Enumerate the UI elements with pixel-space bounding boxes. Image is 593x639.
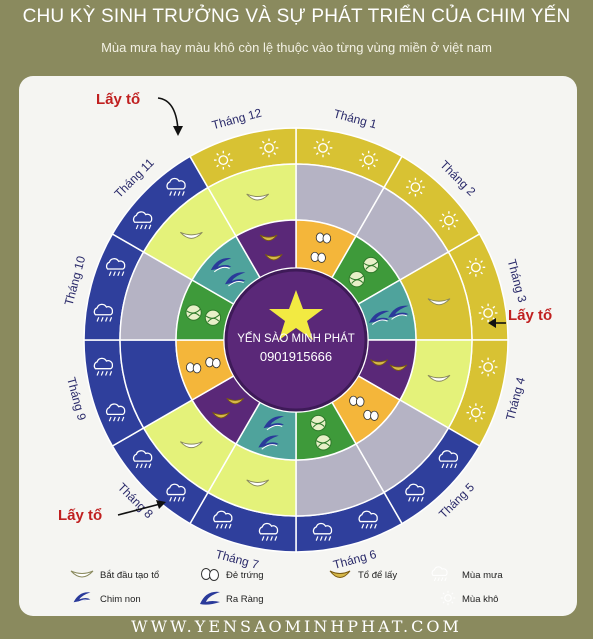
legend-label: Bắt đầu tạo tổ [100,570,159,581]
legend-label: Đẻ trứng [226,570,264,581]
harvest-callout-right: Lấy tổ [488,307,552,328]
star-icon [269,290,323,340]
month-label: Tháng 7 [214,547,260,572]
legend-fledge: Ra Ràng [200,591,264,605]
page-title: CHU KỲ SINH TRƯỞNG VÀ SỰ PHÁT TRIỂN CỦA … [22,6,571,27]
harvest-label-right: Lấy tổ [508,307,552,324]
legend-nest-harvest: Tổ để lấy [329,570,397,581]
month-label: Tháng 4 [503,375,528,421]
chick-icon [204,309,222,326]
chick-icon [362,256,380,274]
legend-label: Mùa mưa [462,570,503,581]
month-label: Tháng 3 [505,258,530,304]
legend-rainy: Mùa mưa [431,566,503,582]
fledge-icon [200,591,220,605]
nest-icon [329,570,351,578]
month-label: Tháng 1 [332,107,378,132]
egg-icon [201,568,219,581]
legend-label: Tổ để lấy [358,570,397,581]
month-label: Tháng 9 [64,376,89,422]
legend-dry: Mùa khô [440,590,498,606]
month-label: Tháng 12 [210,106,263,133]
center-circle [224,268,368,412]
center-brand: YẾN SÀO MINH PHÁT [237,332,355,345]
chick-icon [185,304,202,321]
legend-nest-start: Bắt đầu tạo tổ [70,570,159,581]
arrow-icon [157,97,179,131]
legend-label: Ra Ràng [226,594,264,605]
arrow-icon [117,503,161,516]
harvest-label-top: Lấy tổ [96,91,140,108]
center-medallion: YẾN SÀO MINH PHÁT 0901915666 [224,268,368,412]
legend-eggs: Đẻ trứng [201,568,264,581]
page-subtitle: Mùa mưa hay màu khô còn lệ thuộc vào từn… [101,40,492,55]
month-label: Tháng 10 [62,254,89,307]
legend-label: Mùa khô [462,594,498,605]
harvest-callout-bottom: Lấy tổ [58,500,166,524]
sun-icon [440,590,456,606]
legend: Bắt đầu tạo tổ Đẻ trứng Tổ để lấy Mùa mư… [70,566,503,606]
nest-start-icon [70,570,94,578]
harvest-label-bottom: Lấy tổ [58,507,102,524]
chick-icon [315,434,332,451]
month-label: Tháng 6 [332,547,378,572]
chick-icon [310,414,327,432]
legend-chick: Chim non [73,591,141,605]
legend-label: Chim non [100,594,141,605]
rain-cloud-icon [431,566,448,582]
stage-segment [234,219,297,279]
chick-icon [73,591,91,605]
center-phone: 0901915666 [260,349,332,364]
chick-icon [348,271,365,288]
harvest-callout-top: Lấy tổ [96,91,183,136]
website-footer: WWW.YENSAOMINHPHAT.COM [131,617,462,636]
